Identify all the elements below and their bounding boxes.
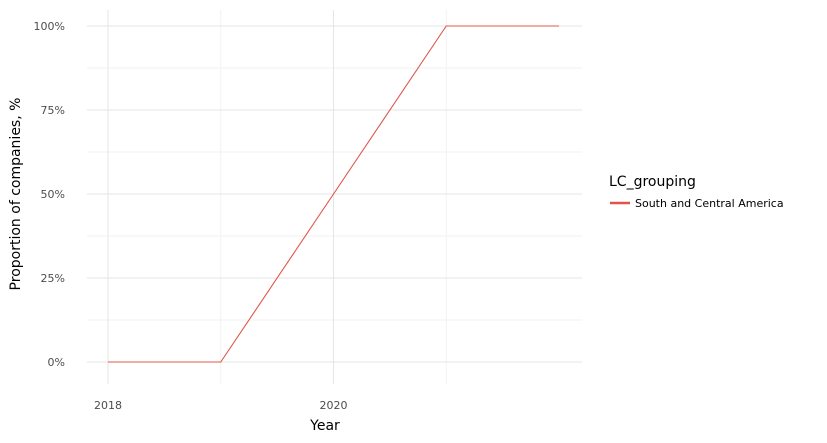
legend: LC_grouping South and Central America <box>609 174 784 210</box>
legend-label: South and Central America <box>635 197 784 210</box>
y-tick-label: 0% <box>48 356 65 369</box>
minor-gridlines <box>87 10 582 384</box>
y-tick-label: 100% <box>34 20 65 33</box>
x-axis-tick-labels: 2018 2020 <box>94 399 348 412</box>
y-axis-title: Proportion of companies, % <box>8 98 24 291</box>
y-tick-label: 50% <box>41 188 65 201</box>
series-line <box>108 25 559 363</box>
legend-title: LC_grouping <box>609 174 696 190</box>
y-axis-tick-labels: 0% 25% 50% 75% 100% <box>34 20 65 369</box>
x-tick-label: 2020 <box>320 399 348 412</box>
series-layer <box>108 25 559 363</box>
y-tick-label: 25% <box>41 272 65 285</box>
plot-panel <box>87 10 582 384</box>
y-tick-label: 75% <box>41 104 65 117</box>
x-axis-title: Year <box>309 418 340 434</box>
x-tick-label: 2018 <box>94 399 122 412</box>
legend-items: South and Central America <box>610 197 784 210</box>
